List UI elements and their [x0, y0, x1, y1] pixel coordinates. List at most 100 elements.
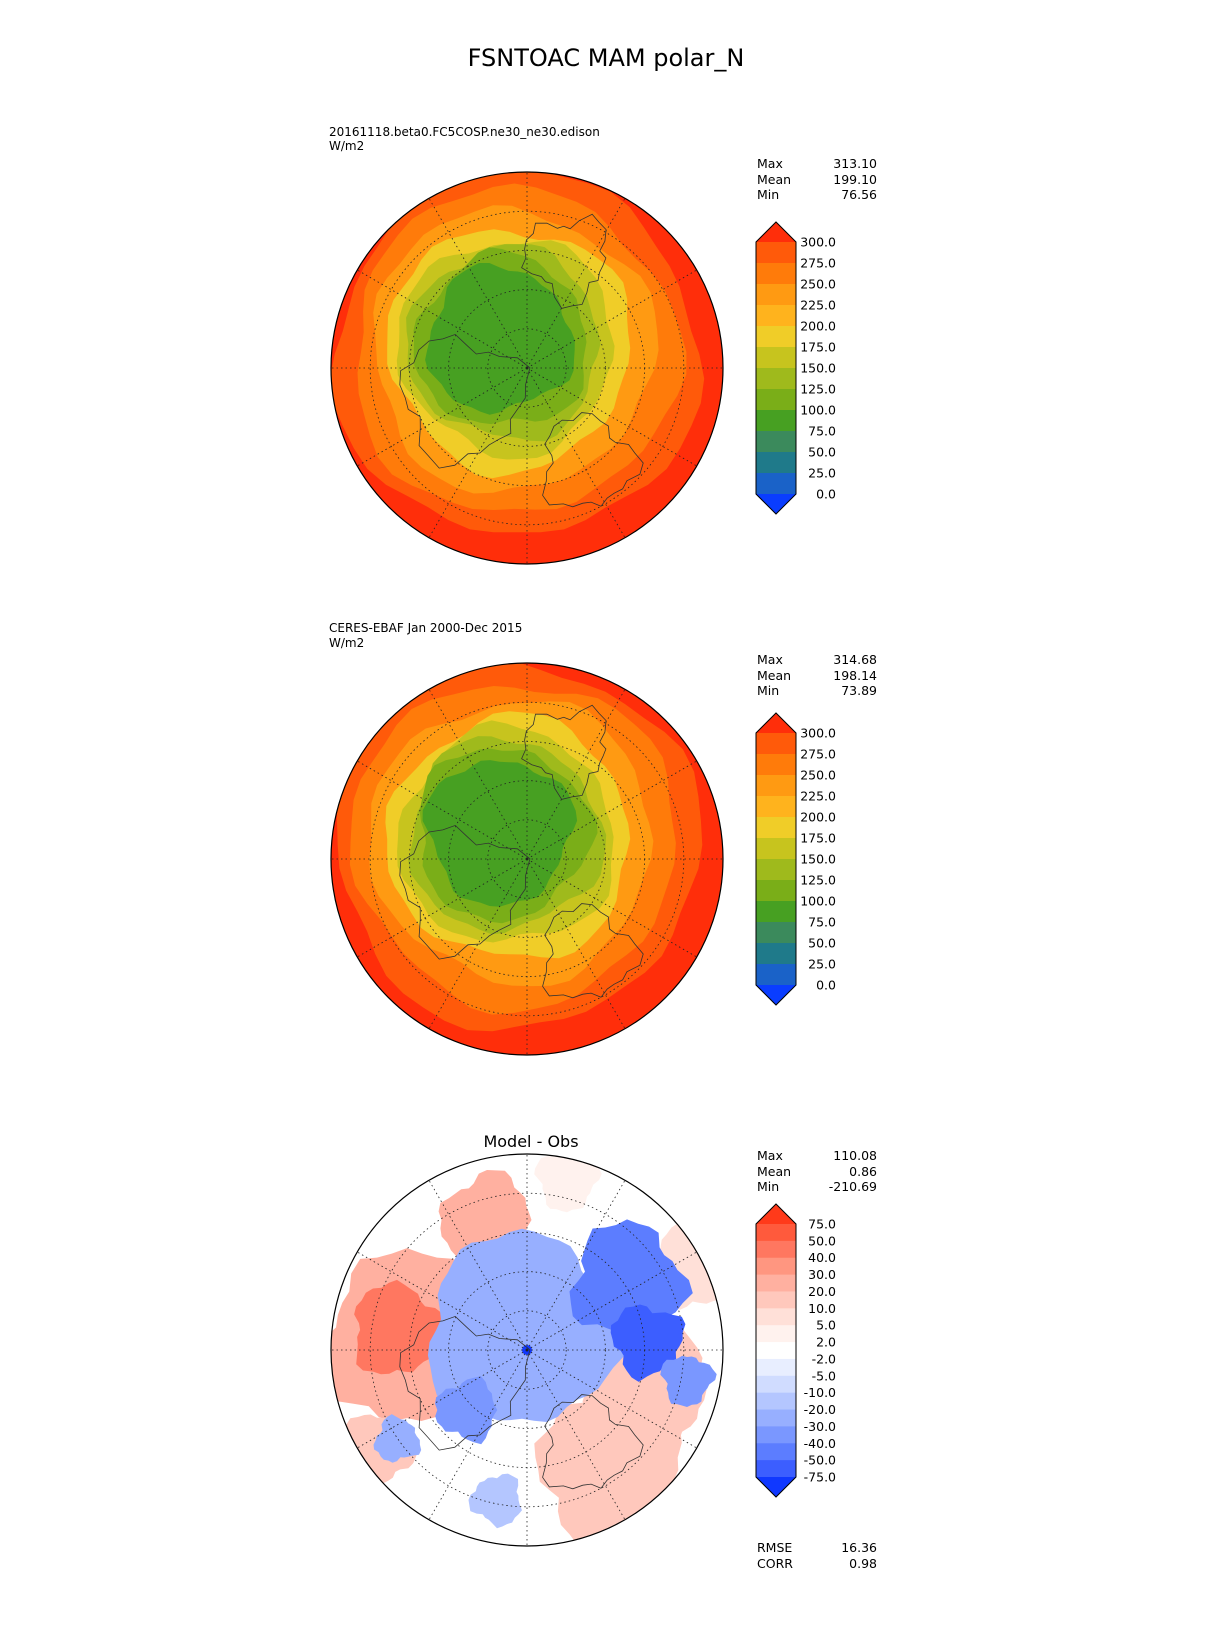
mean-value: 199.10: [833, 171, 877, 187]
coastline: [542, 412, 644, 508]
meridian-line: [526, 1349, 626, 1520]
colorbar-tick-label: 25.0: [808, 466, 836, 481]
meridian-line: [357, 367, 528, 467]
corr-label: CORR: [757, 1555, 793, 1571]
colorbar-tick-label: 50.0: [808, 445, 836, 460]
colorbar-segment: [756, 775, 796, 797]
latitude-line: [448, 1271, 606, 1429]
latitude-line: [369, 1192, 685, 1508]
colorbar-tick-label: 30.0: [808, 1267, 836, 1282]
colorbar-tick-label: 300.0: [800, 726, 836, 741]
colorbar-segment: [756, 838, 796, 860]
colorbar-tick-label: 225.0: [800, 298, 836, 313]
colorbar-segment: [756, 1274, 796, 1293]
coastline: [399, 333, 531, 469]
colorbar-segment: [756, 1240, 796, 1259]
map-panel-3: [330, 1153, 724, 1547]
meridian-line: [428, 1180, 528, 1351]
map-panel-1: [330, 171, 724, 565]
colorbar-segment: [756, 1291, 796, 1309]
positive-anomaly: [534, 1154, 602, 1213]
map-boundary: [330, 1153, 724, 1547]
contour-fill: [331, 172, 723, 564]
coastline: [399, 824, 531, 960]
min-label: Min: [757, 187, 780, 202]
colorbar-tick-label: 100.0: [800, 894, 836, 909]
max-label: Max: [757, 156, 783, 171]
min-label: Min: [757, 1179, 780, 1194]
colorbar-tick-label: 75.0: [808, 915, 836, 930]
colorbar-segment: [756, 880, 796, 902]
min-label: Min: [757, 683, 780, 698]
colorbar-segment: [756, 964, 796, 986]
colorbar-panel-3: 75.050.0 40.0 30.0 20.0 10.0 5.0 2.0-2.0 -5.0 -1…: [755, 1203, 836, 1498]
panel-2-subtitle: CERES-EBAF Jan 2000-Dec 2015: [329, 621, 523, 635]
colorbar-extend-bottom: [756, 985, 796, 1005]
colorbar-segment: [756, 473, 796, 495]
mean-label: Mean: [757, 171, 792, 187]
negative-anomaly: [373, 1414, 422, 1463]
colorbar-tick-label: 5.0: [816, 1318, 836, 1333]
colorbar-tick-label: 200.0: [800, 319, 836, 334]
latitude-line: [448, 289, 606, 447]
min-value: 76.56: [841, 187, 877, 202]
colorbar-tick-label: -40.0: [804, 1436, 836, 1451]
meridian-line: [526, 858, 697, 958]
colorbar-segment: [756, 1358, 796, 1377]
colorbar-tick-label: 250.0: [800, 277, 836, 292]
latitude-line: [487, 1310, 567, 1390]
coastline: [399, 1315, 531, 1451]
colorbar-segment: [756, 817, 796, 839]
meridian-line: [526, 689, 626, 860]
contour-band: [425, 263, 575, 415]
colorbar-tick-label: 250.0: [800, 768, 836, 783]
colorbar-tick-label: 20.0: [808, 1284, 836, 1299]
contour-fill: [331, 663, 723, 1055]
mean-label: Mean: [757, 667, 792, 683]
meridian-line: [526, 1349, 697, 1449]
colorbar-segment: [756, 943, 796, 965]
colorbar-segment: [756, 901, 796, 923]
mean-value: 198.14: [833, 667, 877, 683]
colorbar-segment: [756, 1375, 796, 1394]
colorbar-segment: [756, 1409, 796, 1427]
colorbar-tick-label: -30.0: [804, 1419, 836, 1434]
colorbar-tick-label: 0.0: [816, 978, 836, 993]
colorbar-tick-label: 50.0: [808, 936, 836, 951]
mean-value: 0.86: [849, 1163, 877, 1179]
latitude-line: [369, 701, 685, 1017]
colorbar-segment: [756, 733, 796, 755]
colorbar-segment: [756, 284, 796, 306]
colorbar-tick-label: 275.0: [800, 256, 836, 271]
colorbar-segment: [756, 389, 796, 411]
negative-anomaly: [427, 1228, 630, 1422]
meridian-line: [357, 858, 528, 958]
negative-anomaly: [468, 1473, 522, 1529]
colorbar-tick-label: -50.0: [804, 1453, 836, 1468]
colorbar-segment: [756, 796, 796, 818]
colorbar-segment: [756, 263, 796, 285]
panel-3-title: Model - Obs: [483, 1132, 579, 1151]
map-panel-2: [330, 662, 724, 1056]
colorbar-tick-label: 10.0: [808, 1301, 836, 1316]
colorbar-segment: [756, 410, 796, 432]
coastline: [521, 704, 607, 800]
contour-fill: [331, 1154, 723, 1546]
colorbar-segment: [756, 305, 796, 327]
panel-2-units: W/m2: [329, 636, 365, 650]
latitude-line: [369, 210, 685, 526]
colorbar-extend-top: [756, 713, 796, 733]
panel-3-stats: Max 110.08 Mean 0.86 Min -210.69: [757, 1148, 877, 1195]
latitude-line: [448, 780, 606, 938]
max-label: Max: [757, 1148, 783, 1163]
meridian-line: [357, 760, 528, 860]
colorbar-tick-label: 75.0: [808, 424, 836, 439]
negative-anomaly: [660, 1355, 717, 1407]
meridian-line: [428, 858, 528, 1029]
colorbar-tick-label: -5.0: [812, 1368, 836, 1383]
colorbar-segment: [756, 1426, 796, 1444]
latitude-line: [487, 328, 567, 408]
colorbar-tick-label: 40.0: [808, 1250, 836, 1265]
negative-anomaly: [435, 1376, 498, 1445]
colorbar-tick-label: 100.0: [800, 403, 836, 418]
